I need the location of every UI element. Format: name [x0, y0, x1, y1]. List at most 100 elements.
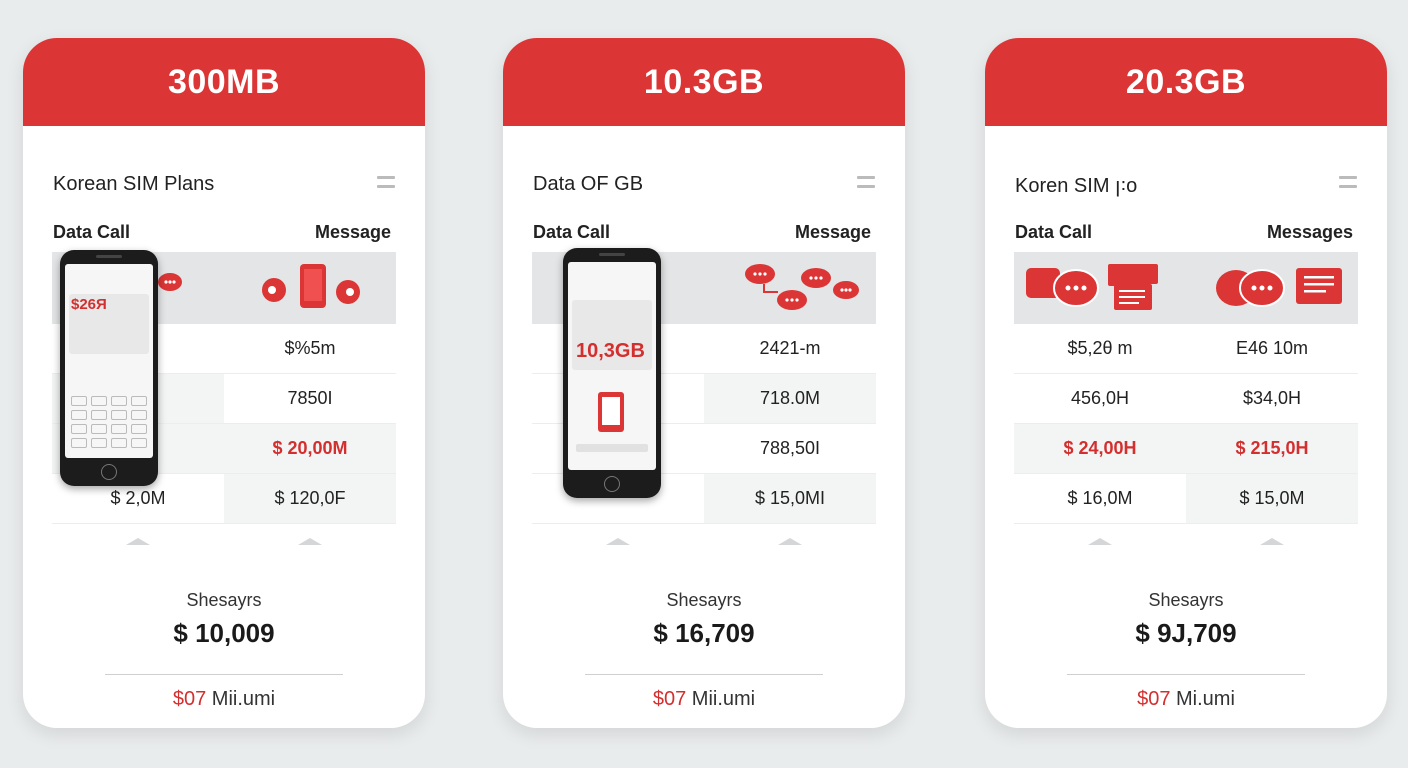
- keypad: [71, 396, 147, 448]
- column-messages: Messages: [1266, 222, 1353, 242]
- plan-title: Data OF GB: [533, 173, 644, 195]
- footer-label: Shesayrs: [186, 590, 262, 610]
- scroll-carets: [52, 538, 396, 545]
- plan-price: $ 10,009: [173, 618, 275, 648]
- plan-table: 2421-m 718.0M 788,50I $ 15,0MI: [532, 252, 876, 524]
- table-row: $ 2,0M $ 120,0F: [52, 474, 396, 524]
- table-row: $5,2θ m E46 10m: [1014, 324, 1358, 374]
- divider: [1067, 674, 1305, 675]
- menu-icon[interactable]: [377, 176, 395, 192]
- table-row: 2421-m: [532, 324, 876, 374]
- chat-bubble-icon: [745, 264, 775, 284]
- table-row: $ 15,0MI: [532, 474, 876, 524]
- chat-bubble-icon: [158, 273, 182, 291]
- chat-bubble-icon: [336, 280, 360, 304]
- caret-up-icon[interactable]: [778, 538, 802, 545]
- cell: $34,0H: [1242, 388, 1302, 408]
- phone-screen: 10,3GB: [568, 262, 656, 470]
- plan-title: Koren SIM ꞁ꞉o: [1015, 175, 1138, 197]
- chat-bubble-icon: [801, 268, 831, 288]
- icon-band: [1014, 252, 1358, 324]
- chat-bubble-icon: [833, 281, 859, 299]
- smartphone-mockup: 10,3GB: [563, 248, 661, 498]
- footer-note: $07 Mii.umi: [503, 688, 905, 711]
- note-text: Mii.umi: [206, 688, 276, 710]
- smartphone-icon: [300, 264, 326, 308]
- table-row: 456,0H $34,0H: [1014, 374, 1358, 424]
- scroll-carets: [1014, 538, 1358, 545]
- column-message: Message: [794, 222, 871, 242]
- feature-icons: [745, 264, 859, 310]
- cell: 718.0M: [704, 374, 876, 423]
- chat-bubble-icon: [1216, 269, 1285, 307]
- caret-up-icon[interactable]: [126, 538, 150, 545]
- menu-icon[interactable]: [857, 176, 875, 192]
- plan-header: 10.3GB: [503, 38, 905, 126]
- footer-note: $07 Mii.umi: [23, 688, 425, 711]
- speaker-icon: [599, 253, 625, 256]
- note-highlight: $07: [172, 688, 207, 710]
- phone-data-label: 10,3GB: [576, 340, 645, 362]
- cell: $ 215,0H: [1186, 424, 1358, 473]
- footer-note: $07 Mi.umi: [985, 688, 1387, 711]
- menu-icon[interactable]: [1339, 176, 1357, 192]
- cell: 2421-m: [759, 338, 821, 358]
- column-data-call: Data Call: [1015, 222, 1093, 242]
- plan-price: $ 9J,709: [1135, 618, 1237, 648]
- table-row: $ 16,0M $ 15,0M: [1014, 474, 1358, 524]
- home-button-icon: [101, 464, 117, 480]
- scroll-carets: [532, 538, 876, 545]
- footer-label: Shesayrs: [1148, 590, 1224, 610]
- plan-header: 20.3GB: [985, 38, 1387, 126]
- cell: $5,2θ m: [1067, 338, 1133, 358]
- column-data-call: Data Call: [533, 222, 611, 242]
- cell: E46 10m: [1235, 338, 1309, 358]
- message-list-icon: [1108, 264, 1158, 310]
- plan-header: 300MB: [23, 38, 425, 126]
- chat-bubble-icon: [777, 290, 807, 310]
- cell: $ 120,0F: [224, 474, 396, 523]
- feature-icons: [158, 264, 360, 308]
- home-button-icon: [604, 476, 620, 492]
- divider: [105, 674, 343, 675]
- speaker-icon: [96, 255, 122, 258]
- plan-title: Korean SIM Plans: [53, 173, 215, 195]
- cell: $ 2,0M: [110, 488, 166, 508]
- caret-up-icon[interactable]: [606, 538, 630, 545]
- plan-card-20gb[interactable]: 20.3GB Koren SIM ꞁ꞉o Data Call Messages: [985, 38, 1387, 728]
- cell: $ 16,0M: [1067, 488, 1133, 508]
- chat-bubble-icon: [1026, 268, 1099, 307]
- note-text: Mi.umi: [1170, 688, 1235, 710]
- feature-icons: [1026, 264, 1342, 310]
- caret-up-icon[interactable]: [1088, 538, 1112, 545]
- column-message: Message: [314, 222, 391, 242]
- note-highlight: $07: [652, 688, 687, 710]
- phone-panel: [69, 294, 149, 354]
- divider: [585, 674, 823, 675]
- cell: 7850I: [287, 388, 333, 408]
- plan-table: $5,2θ m E46 10m 456,0H $34,0H $ 24,00H $…: [1014, 252, 1358, 524]
- column-data-call: Data Call: [53, 222, 131, 242]
- caret-up-icon[interactable]: [1260, 538, 1284, 545]
- phone-screen: $26Я: [65, 264, 153, 458]
- cell: $%5m: [284, 338, 336, 358]
- caret-up-icon[interactable]: [298, 538, 322, 545]
- phone-price-label: $26Я: [71, 296, 107, 313]
- note-text: Mii.umi: [686, 688, 756, 710]
- table-row: $ 24,00H $ 215,0H: [1014, 424, 1358, 474]
- note-highlight: $07: [1137, 688, 1171, 710]
- smartphone-mockup: $26Я: [60, 250, 158, 486]
- table-row: 718.0M: [532, 374, 876, 424]
- cell: $ 15,0MI: [704, 474, 876, 523]
- message-icon: [1296, 268, 1342, 304]
- footer-label: Shesayrs: [666, 590, 742, 610]
- cell: $ 15,0M: [1186, 474, 1358, 523]
- chat-bubble-icon: [262, 278, 286, 302]
- plan-price: $ 16,709: [653, 618, 755, 648]
- cell: 788,50I: [759, 438, 821, 458]
- cell: $ 24,00H: [1014, 424, 1186, 473]
- cell: $ 20,00M: [224, 424, 396, 473]
- smartphone-icon: [576, 392, 648, 452]
- table-row: 788,50I: [532, 424, 876, 474]
- table-row: $%5m: [52, 324, 396, 374]
